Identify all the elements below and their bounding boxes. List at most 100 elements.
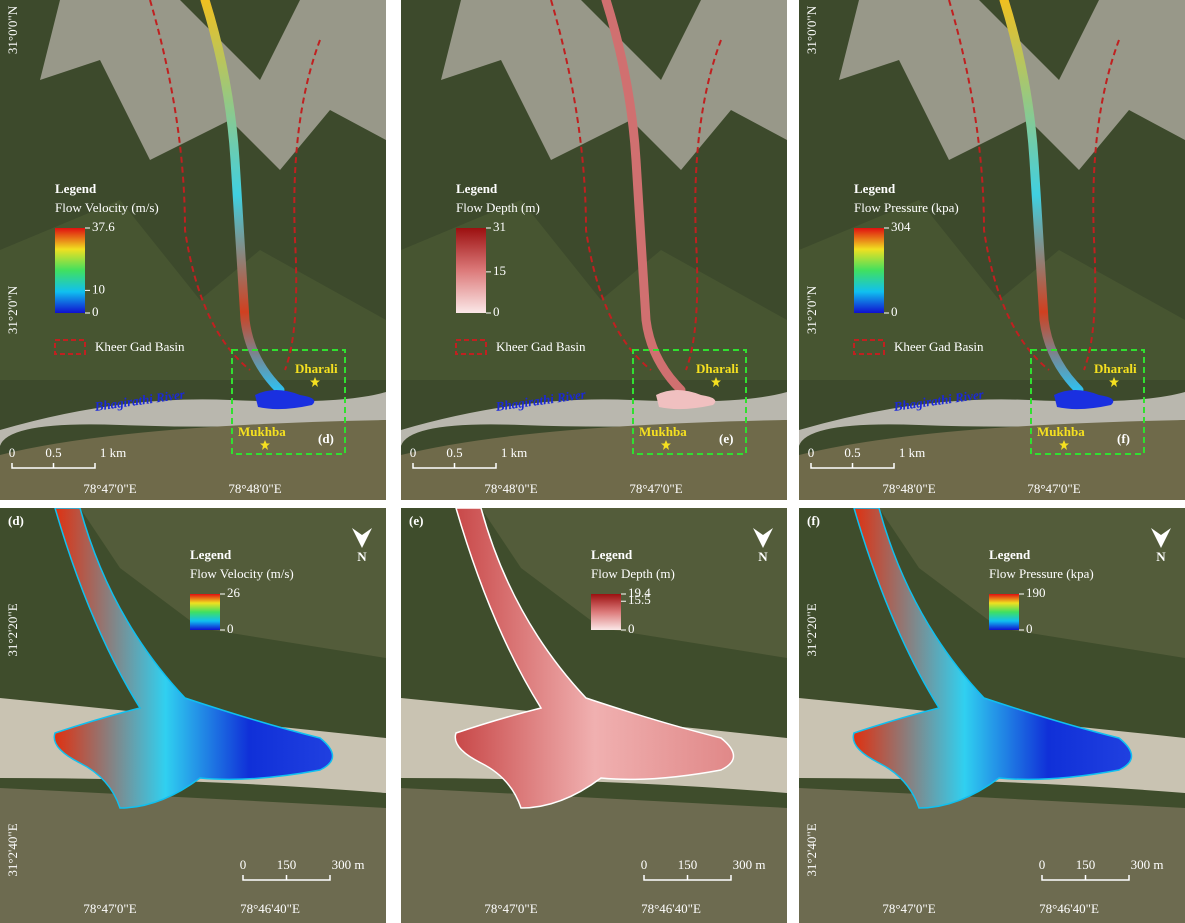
longitude-label: 78°47'0"E	[83, 901, 136, 916]
north-label: N	[357, 549, 367, 564]
legend-title: Legend	[591, 547, 633, 562]
zoom-box	[231, 349, 346, 455]
basin-label: Kheer Gad Basin	[894, 339, 984, 354]
longitude-label: 78°48'0"E	[484, 481, 537, 496]
debris-fan	[1054, 390, 1114, 410]
colorbar-label: 0	[628, 621, 635, 636]
basin-outline	[948, 0, 1120, 371]
place-label: Dharali	[696, 361, 739, 376]
scale-label: 150	[1076, 857, 1096, 872]
colorbar-label: 37.6	[92, 219, 115, 234]
scale-label: 0	[240, 857, 247, 872]
longitude-label: 78°46'40"E	[641, 901, 701, 916]
debris-fan	[255, 390, 315, 410]
north-label: N	[1156, 549, 1166, 564]
basin-label: Kheer Gad Basin	[95, 339, 185, 354]
legend-title: Legend	[55, 181, 97, 196]
legend-variable: Flow Depth (m)	[591, 566, 675, 581]
scale-label: 0	[410, 445, 417, 460]
legend-variable: Flow Pressure (kpa)	[989, 566, 1094, 581]
colorbar	[854, 228, 884, 313]
scale-label: 0	[9, 445, 16, 460]
longitude-label: 78°48'0"E	[228, 481, 281, 496]
scale-bar	[11, 463, 96, 469]
colorbar-label: 190	[1026, 585, 1046, 600]
scale-label: 300 m	[332, 857, 365, 872]
fields	[799, 420, 1185, 500]
debris-flow	[53, 508, 334, 809]
fields	[80, 508, 386, 658]
village	[401, 788, 787, 923]
scale-label: 300 m	[733, 857, 766, 872]
place-label: Dharali	[295, 361, 338, 376]
zoom-label: (d)	[318, 431, 334, 446]
colorbar-label: 15.5	[628, 592, 651, 607]
place-label: Mukhba	[238, 424, 286, 439]
scale-label: 0	[1039, 857, 1046, 872]
scale-label: 0.5	[446, 445, 462, 460]
zoom-label: (e)	[719, 431, 733, 446]
scale-label: 0.5	[45, 445, 61, 460]
basin-outline	[149, 0, 321, 371]
panel-label: (f)	[807, 513, 820, 528]
place-marker	[260, 440, 270, 450]
place-marker	[310, 377, 320, 387]
colorbar	[456, 228, 486, 313]
latitude-label: 31°2'0"N	[804, 285, 819, 334]
latitude-label: 31°2'40"E	[804, 823, 819, 876]
colorbar	[591, 594, 621, 630]
legend-variable: Flow Depth (m)	[456, 200, 540, 215]
colorbar-label: 10	[92, 281, 105, 296]
colorbar-label: 304	[891, 219, 911, 234]
colorbar-label: 26	[227, 585, 241, 600]
zoom-box	[1030, 349, 1145, 455]
latitude-label: 31°2'20"E	[804, 603, 819, 656]
colorbar-label: 0	[891, 304, 898, 319]
north-arrow	[1151, 528, 1171, 548]
fields	[481, 508, 787, 658]
colorbar-label: 0	[1026, 621, 1033, 636]
debris-fan	[656, 390, 716, 410]
colorbar	[55, 228, 85, 313]
debris-flow	[852, 508, 1133, 809]
scale-bar	[643, 875, 732, 881]
latitude-label: 31°2'40"E	[5, 823, 20, 876]
latitude-label: 31°2'20"E	[5, 603, 20, 656]
basin-symbol	[455, 339, 487, 355]
legend-title: Legend	[456, 181, 498, 196]
longitude-label: 78°47'0"E	[83, 481, 136, 496]
slope	[799, 200, 1185, 380]
place-label: Mukhba	[639, 424, 687, 439]
fields	[0, 420, 386, 500]
scale-label: 150	[277, 857, 297, 872]
place-label: Mukhba	[1037, 424, 1085, 439]
longitude-label: 78°46'40"E	[1039, 901, 1099, 916]
colorbar	[989, 594, 1019, 630]
legend-variable: Flow Pressure (kpa)	[854, 200, 959, 215]
place-marker	[661, 440, 671, 450]
map-panel: Legend Flow Pressure (kpa) 304 0 Kheer Gad B…	[799, 0, 1185, 500]
latitude-label: 31°0'0"N	[804, 5, 819, 54]
scale-label: 1 km	[100, 445, 126, 460]
colorbar-label: 0	[493, 304, 500, 319]
map-panel: Legend Flow Depth (m) 19.415.5 0 N (e) 0 150 300…	[401, 508, 787, 923]
scale-label: 1 km	[899, 445, 925, 460]
scale-label: 300 m	[1131, 857, 1164, 872]
legend-variable: Flow Velocity (m/s)	[190, 566, 294, 581]
scale-label: 0.5	[844, 445, 860, 460]
fields	[401, 420, 787, 500]
village	[799, 788, 1185, 923]
map-panel: Legend Flow Velocity (m/s) 26 0 N (d) 0 150 300 …	[0, 508, 386, 923]
zoom-label: (f)	[1117, 431, 1130, 446]
map-panel: Legend Flow Depth (m) 31 15 0 Kheer Gad Basin…	[401, 0, 787, 500]
longitude-label: 78°47'0"E	[882, 901, 935, 916]
panel-label: (e)	[409, 513, 423, 528]
colorbar	[190, 594, 220, 630]
scale-label: 1 km	[501, 445, 527, 460]
basin-outline	[550, 0, 722, 371]
colorbar-label: 31	[493, 219, 506, 234]
scale-label: 0	[641, 857, 648, 872]
colorbar-label: 0	[92, 304, 99, 319]
panel-label: (d)	[8, 513, 24, 528]
place-marker	[711, 377, 721, 387]
